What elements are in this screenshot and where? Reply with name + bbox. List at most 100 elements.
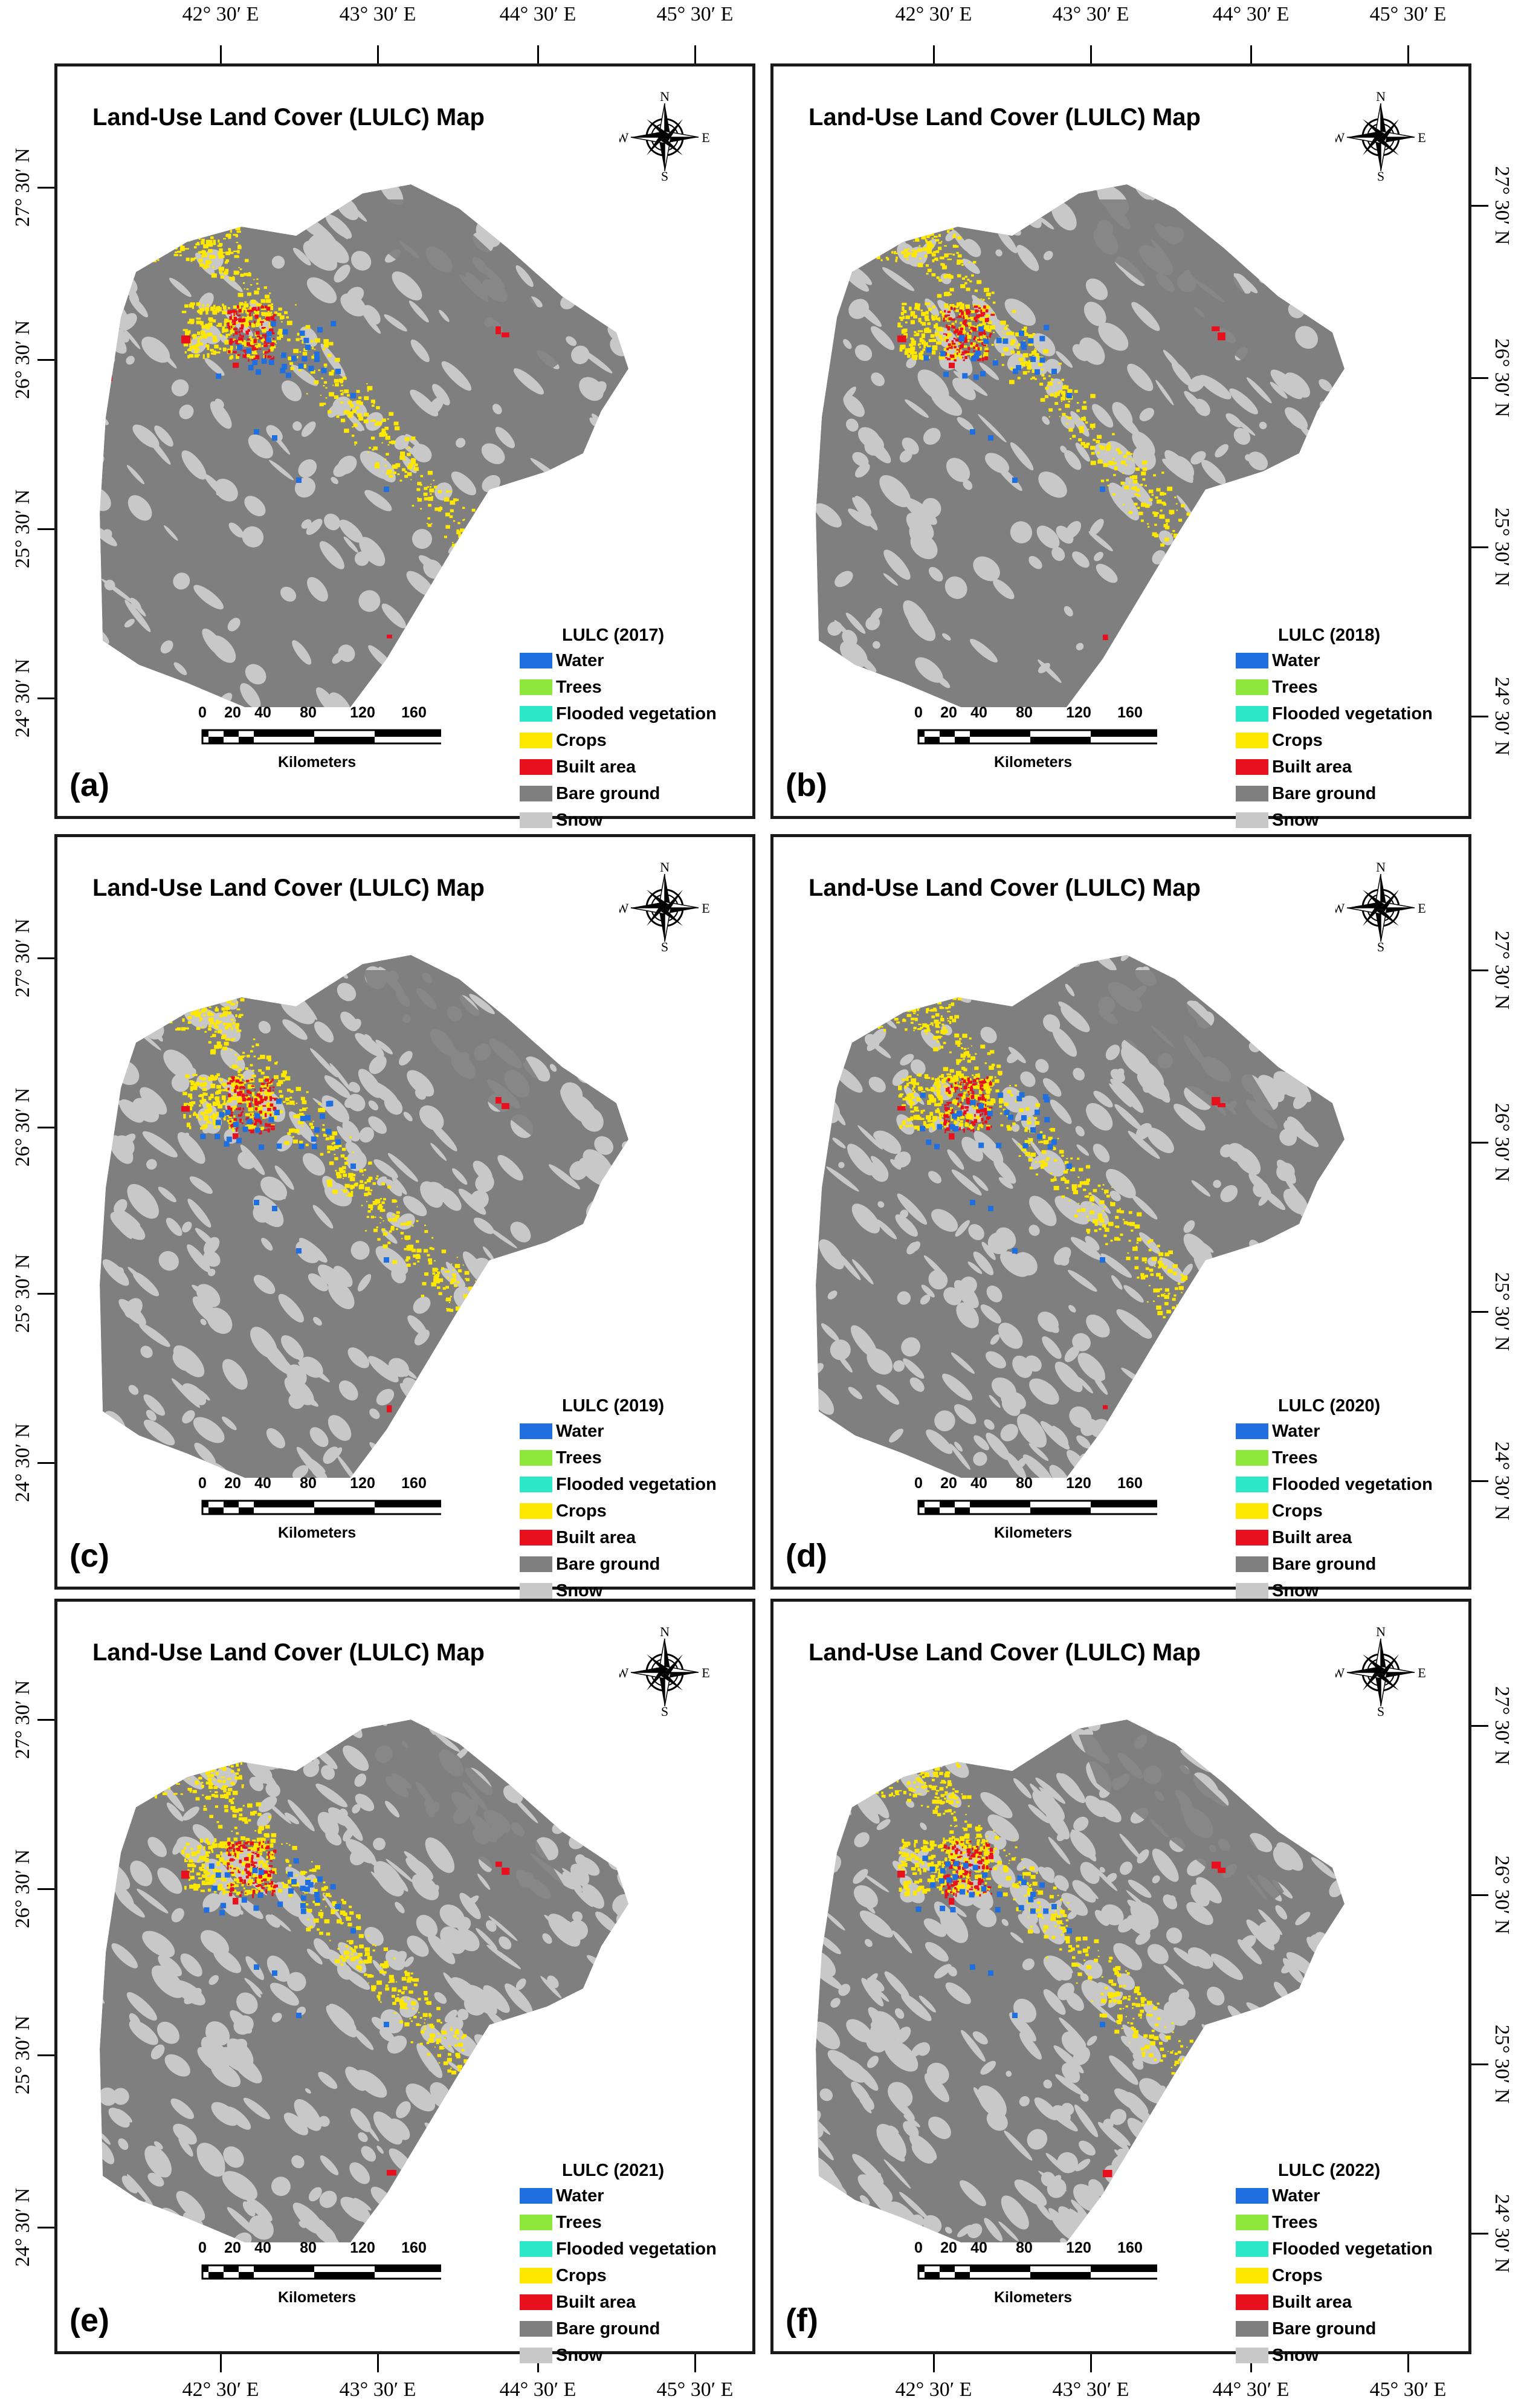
compass-w-label: W: [1335, 1665, 1345, 1680]
north-arrow-icon: N S E W: [616, 89, 710, 184]
legend-swatch: [520, 2215, 552, 2230]
legend-label: Trees: [556, 1448, 602, 1468]
longitude-label: 45° 30′ E: [656, 2378, 734, 2401]
graticule-tick: [1471, 1480, 1488, 1482]
map-title: Land-Use Land Cover (LULC) Map: [92, 104, 485, 131]
legend-item: Flooded vegetation: [1236, 1474, 1433, 1495]
legend-item: Built area: [1236, 2291, 1352, 2313]
legend-label: Crops: [1272, 730, 1323, 750]
map-title: Land-Use Land Cover (LULC) Map: [92, 875, 485, 901]
map-area: [813, 175, 1357, 780]
graticule-tick: [377, 2354, 379, 2372]
compass-e-label: E: [702, 901, 709, 916]
scale-tick-label: 160: [401, 704, 427, 721]
legend-item: Crops: [1236, 730, 1323, 751]
legend-item: Water: [1236, 2185, 1320, 2207]
legend-item: Water: [520, 650, 604, 672]
legend-swatch: [520, 679, 552, 695]
legend-title: LULC (2020): [1278, 1396, 1381, 1416]
legend-label: Crops: [556, 2265, 607, 2285]
longitude-label: 43° 30′ E: [339, 3, 416, 25]
longitude-label: 42° 30′ E: [895, 2378, 972, 2401]
longitude-label: 45° 30′ E: [1369, 2378, 1447, 2401]
legend-item: Bare ground: [1236, 783, 1376, 804]
scale-tick-label: 80: [1016, 704, 1033, 721]
north-arrow-icon: N S E W: [1332, 89, 1426, 184]
legend-swatch: [1236, 653, 1268, 668]
latitude-label: 26° 30′ N: [11, 1087, 34, 1167]
lulc-raster-map: [816, 1720, 1345, 2242]
legend-item: Crops: [1236, 2265, 1323, 2287]
north-arrow-icon: N S E W: [616, 859, 710, 954]
graticule-tick: [1250, 45, 1252, 63]
legend-item: Built area: [520, 1527, 636, 1549]
legend-item: Crops: [1236, 1500, 1323, 1522]
latitude-label: 27° 30′ N: [11, 147, 34, 227]
scale-tick-label: 0: [198, 704, 207, 721]
scale-tick-label: 160: [1117, 1475, 1143, 1492]
legend-swatch: [520, 1477, 552, 1492]
legend-label: Crops: [556, 1501, 607, 1521]
legend-item: Water: [1236, 650, 1320, 672]
map-area: [813, 1711, 1357, 2315]
graticule-tick: [1090, 45, 1092, 63]
lulc-raster-map: [100, 1720, 628, 2242]
latitude-label: 26° 30′ N: [1491, 1102, 1513, 1182]
lulc-raster-map: [100, 955, 628, 1478]
legend-item: Flooded vegetation: [520, 2238, 717, 2260]
scale-tick-label: 20: [940, 1475, 957, 1492]
legend-label: Snow: [556, 2345, 603, 2365]
map-title: Land-Use Land Cover (LULC) Map: [809, 104, 1201, 131]
legend-item: Crops: [520, 1500, 607, 1522]
legend-label: Water: [556, 650, 604, 670]
land-cover-layer: [816, 184, 1345, 707]
legend-item: Snow: [1236, 2345, 1319, 2366]
compass-rose: N S E W: [1332, 859, 1426, 954]
panel-label: (e): [69, 2302, 109, 2338]
graticule-tick: [37, 957, 54, 959]
legend-swatch: [520, 786, 552, 801]
graticule-tick: [933, 45, 935, 63]
lulc-raster-map: [816, 184, 1345, 707]
latitude-label: 27° 30′ N: [1491, 1686, 1513, 1766]
land-cover-layer: [100, 1720, 628, 2242]
scale-bar: 0 20 40 80 120 160 Kilometers: [909, 1475, 1157, 1541]
latitude-label: 25° 30′ N: [1491, 2024, 1513, 2104]
graticule-tick: [1471, 1311, 1488, 1313]
legend-title: LULC (2018): [1278, 626, 1381, 645]
longitude-label: 43° 30′ E: [1052, 3, 1129, 25]
legend-item: Flooded vegetation: [1236, 2238, 1433, 2260]
land-cover-layer: [100, 955, 628, 1478]
compass-rose: N S E W: [616, 1624, 710, 1719]
latitude-label: 25° 30′ N: [1491, 1272, 1513, 1351]
legend-item: Trees: [520, 676, 602, 698]
legend-label: Water: [1272, 1421, 1320, 1441]
scale-tick-label: 120: [350, 2239, 375, 2256]
longitude-label: 44° 30′ E: [1212, 3, 1290, 25]
graticule-tick: [1090, 2354, 1092, 2372]
legend-label: Trees: [1272, 2212, 1318, 2232]
legend-label: Bare ground: [556, 2319, 660, 2338]
compass-e-label: E: [1418, 1665, 1425, 1680]
scale-tick-label: 80: [1016, 1475, 1033, 1492]
map-panel: Land-Use Land Cover (LULC) Map N S E W LULC (…: [770, 834, 1471, 1600]
scale-tick-label: 20: [224, 2239, 241, 2256]
legend-label: Crops: [1272, 2265, 1323, 2285]
land-cover-layer: [816, 955, 1345, 1478]
legend-swatch: [520, 2268, 552, 2283]
compass-e-label: E: [1418, 901, 1425, 916]
latitude-label: 25° 30′ N: [11, 1254, 34, 1333]
longitude-label: 43° 30′ E: [339, 2378, 416, 2401]
legend-swatch: [1236, 2215, 1268, 2230]
compass-e-label: E: [1418, 130, 1425, 145]
compass-n-label: N: [660, 92, 670, 104]
legend-label: Flooded vegetation: [1272, 704, 1433, 723]
legend-item: Snow: [1236, 1580, 1319, 1602]
compass-w-label: W: [619, 1665, 629, 1680]
graticule-tick: [1471, 1142, 1488, 1144]
legend-swatch: [1236, 1530, 1268, 1545]
scale-unit-label: Kilometers: [994, 754, 1073, 771]
scale-tick-label: 120: [1066, 704, 1091, 721]
legend-label: Water: [1272, 2186, 1320, 2206]
compass-rose: N S E W: [616, 89, 710, 184]
